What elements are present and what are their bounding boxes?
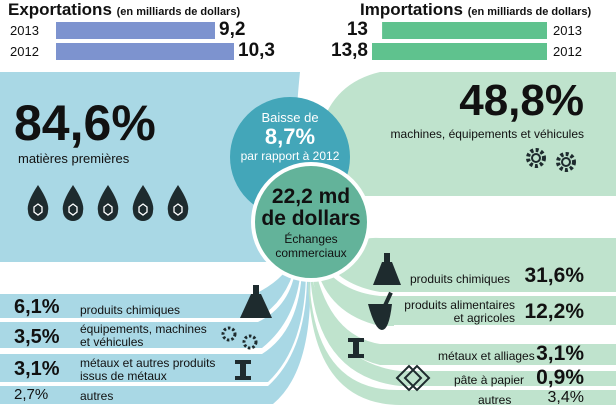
export-label-metals-line1: métaux et autres produits bbox=[80, 356, 216, 370]
bar-exportations-2012 bbox=[56, 43, 234, 60]
flask-icon bbox=[373, 253, 401, 285]
decline-line3: par rapport à 2012 bbox=[240, 149, 340, 163]
imports-value-2012: 13,8 bbox=[331, 40, 368, 61]
import-share-machines: 48,8% bbox=[459, 76, 584, 125]
decline-value: 8,7% bbox=[264, 124, 316, 149]
import-label-machines: machines, équipements et véhicules bbox=[390, 127, 584, 141]
food-bowl-icon bbox=[368, 291, 393, 330]
decline-line1: Baisse de bbox=[261, 110, 319, 125]
import-label-food: produits alimentaires et agricoles bbox=[393, 299, 515, 325]
export-flow-produits-chimiques bbox=[0, 262, 296, 318]
import-flow-pate bbox=[310, 270, 616, 386]
total-line3: Échanges bbox=[284, 232, 338, 246]
imports-year-2013: 2013 bbox=[553, 23, 582, 38]
import-flow-metaux bbox=[312, 268, 616, 365]
exports-year-2012: 2012 bbox=[10, 44, 39, 59]
gears-icon bbox=[526, 148, 576, 172]
export-share-equipment: 3,5% bbox=[14, 326, 60, 348]
metal-beam-icon bbox=[235, 360, 251, 380]
drop-icon bbox=[132, 185, 154, 221]
exports-year-2013: 2013 bbox=[10, 23, 39, 38]
import-label-chemicals: produits chimiques bbox=[410, 272, 511, 286]
drop-icon bbox=[62, 185, 84, 221]
import-flow-machines bbox=[315, 72, 616, 222]
paper-pulp-icon bbox=[395, 364, 431, 392]
export-flow-metaux bbox=[0, 268, 306, 382]
import-share-metals: 3,1% bbox=[536, 342, 584, 365]
export-flow-autres bbox=[0, 270, 311, 404]
import-label-other: autres bbox=[478, 393, 512, 407]
imports-value-2013: 13 bbox=[346, 19, 368, 40]
raw-material-drop-icons bbox=[27, 185, 189, 221]
exports-title: Exportations bbox=[8, 0, 112, 19]
export-label-equipment: équipements, machines et véhicules bbox=[80, 323, 207, 349]
drop-icon bbox=[27, 185, 49, 221]
export-label-equipment-line2: et véhicules bbox=[80, 335, 144, 349]
import-share-pulp: 0,9% bbox=[536, 366, 584, 389]
export-share-metals: 3,1% bbox=[14, 358, 60, 380]
exports-value-2013: 9,2 bbox=[219, 19, 246, 40]
export-label-metals-line2: issus de métaux bbox=[80, 369, 167, 383]
imports-title: Importations bbox=[360, 0, 463, 19]
imports-heading: Importations (en milliards de dollars) bbox=[360, 0, 591, 20]
total-line4: commerciaux bbox=[275, 246, 347, 260]
import-share-chemicals: 31,6% bbox=[524, 264, 584, 287]
bar-importations-2012 bbox=[372, 43, 547, 60]
import-share-food: 12,2% bbox=[524, 300, 584, 323]
exports-unit: (en milliards de dollars) bbox=[116, 6, 241, 18]
flask-icon bbox=[240, 285, 272, 318]
drop-icon bbox=[167, 185, 189, 221]
import-share-other: 3,4% bbox=[547, 389, 584, 406]
export-label-equipment-line1: équipements, machines bbox=[80, 322, 207, 336]
total-circle: 22,2 md de dollars Échanges commerciaux bbox=[251, 162, 371, 282]
bar-exportations-2013 bbox=[56, 22, 215, 39]
import-label-metals: métaux et alliages bbox=[438, 349, 535, 363]
drop-icon bbox=[97, 185, 119, 221]
metal-beam-icon bbox=[348, 338, 364, 358]
bar-chart bbox=[56, 22, 547, 60]
import-flow-autres bbox=[308, 272, 616, 405]
import-label-food-line2: et agricoles bbox=[453, 311, 515, 325]
imports-unit: (en milliards de dollars) bbox=[467, 6, 592, 18]
exports-heading: Exportations (en milliards de dollars) bbox=[8, 0, 240, 20]
export-share-raw-materials: 84,6% bbox=[14, 95, 156, 151]
exports-value-2012: 10,3 bbox=[238, 40, 275, 61]
import-label-food-line1: produits alimentaires bbox=[404, 298, 515, 312]
imports-year-2012: 2012 bbox=[553, 44, 582, 59]
export-label-raw-materials: matières premières bbox=[18, 151, 130, 166]
export-label-metals: métaux et autres produits issus de métau… bbox=[80, 357, 215, 383]
export-label-chemicals: produits chimiques bbox=[80, 303, 181, 317]
export-label-other: autres bbox=[80, 389, 114, 403]
export-share-chemicals: 6,1% bbox=[14, 296, 60, 318]
total-line2: de dollars bbox=[261, 207, 361, 230]
export-share-other: 2,7% bbox=[14, 386, 49, 403]
gears-small-icon bbox=[221, 326, 258, 350]
bar-importations-2013 bbox=[382, 22, 547, 39]
import-label-pulp: pâte à papier bbox=[454, 373, 525, 387]
total-line1: 22,2 md bbox=[271, 185, 351, 208]
